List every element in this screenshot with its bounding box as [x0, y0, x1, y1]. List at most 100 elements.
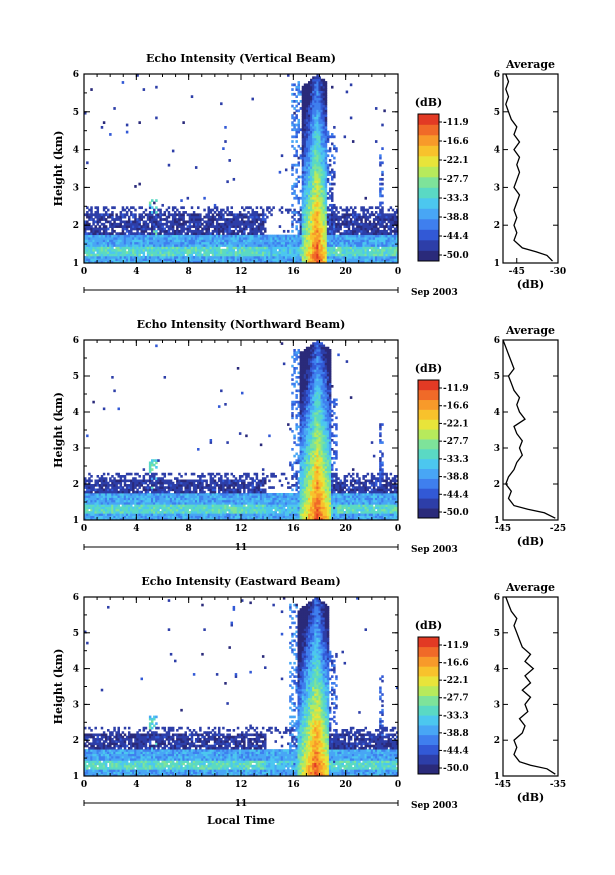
- colorbar-swatch: [418, 419, 439, 430]
- profile-x-tick-label: -35: [550, 780, 566, 790]
- colorbar-tick-label: -11.9: [443, 118, 469, 128]
- x-tick-label: 0: [395, 524, 401, 534]
- profile-line: [505, 73, 553, 262]
- profile-y-tick-label: 4: [494, 665, 500, 675]
- y-tick-label: 4: [73, 146, 79, 156]
- x-tick-label: 20: [339, 780, 352, 790]
- y-tick-label: 3: [73, 444, 79, 454]
- colorbar-tick-label: -16.6: [443, 402, 469, 412]
- y-tick-label: 3: [73, 183, 79, 193]
- profile-x-tick-label: -45: [495, 780, 511, 790]
- profile-x-label: (dB): [517, 278, 544, 291]
- y-axis-label: Height (km): [52, 392, 65, 468]
- profile-x-label: (dB): [517, 535, 544, 548]
- colorbar-tick-label: -50.0: [443, 508, 469, 518]
- heatmap: [84, 340, 399, 521]
- profile-y-tick-label: 5: [494, 108, 500, 118]
- average-profile: Average 1 2 3 4 5 6 -45 -30 (dB): [494, 58, 566, 291]
- x-tick-label: 12: [235, 780, 248, 790]
- x-tick-label: 4: [133, 524, 139, 534]
- colorbar-tick-label: -16.6: [443, 137, 469, 147]
- colorbar-swatch: [418, 508, 439, 519]
- panel-title: Echo Intensity (Vertical Beam): [146, 52, 336, 65]
- date-month-label: Sep 2003: [411, 545, 458, 555]
- colorbar-swatch: [418, 488, 439, 499]
- colorbar-swatch: [418, 676, 439, 687]
- colorbar-swatch: [418, 646, 439, 657]
- panel-2: Echo Intensity (Eastward Beam)0 4 8 12 16 20 0…: [52, 575, 566, 827]
- colorbar-tick-label: -38.8: [443, 473, 469, 483]
- colorbar-swatch: [418, 666, 439, 677]
- colorbar-unit: (dB): [415, 619, 442, 632]
- colorbar-tick-label: -27.7: [443, 694, 469, 704]
- colorbar-swatch: [418, 458, 439, 470]
- date-month-label: Sep 2003: [411, 801, 458, 811]
- colorbar-tick-label: -44.4: [443, 232, 469, 242]
- colorbar-swatch: [418, 637, 439, 648]
- colorbar-swatch: [418, 705, 439, 716]
- date-day-label: 11: [235, 543, 248, 553]
- x-tick-label: 4: [133, 780, 139, 790]
- colorbar-swatch: [418, 124, 439, 136]
- y-tick-label: 4: [73, 408, 79, 418]
- colorbar-unit: (dB): [415, 362, 442, 375]
- profile-x-tick-label: -30: [550, 267, 566, 277]
- colorbar-swatch: [418, 409, 439, 420]
- colorbar-swatch: [418, 764, 439, 775]
- x-tick-label: 8: [186, 267, 192, 277]
- date-month-label: Sep 2003: [411, 288, 458, 298]
- profile-y-tick-label: 1: [494, 259, 500, 269]
- colorbar-tick-label: -33.3: [443, 455, 469, 465]
- profile-y-tick-label: 6: [494, 593, 500, 603]
- panel-0: Echo Intensity (Vertical Beam)0 4 8 12 16 20 0…: [52, 52, 566, 298]
- colorbar-swatch: [418, 156, 439, 167]
- profile-y-tick-label: 4: [494, 408, 500, 418]
- panel-title: Echo Intensity (Eastward Beam): [141, 575, 340, 588]
- y-tick-label: 5: [73, 108, 79, 118]
- y-tick-label: 6: [73, 70, 79, 80]
- profile-y-tick-label: 4: [494, 146, 500, 156]
- colorbar-tick-label: -16.6: [443, 659, 469, 669]
- colorbar-swatch: [418, 449, 439, 460]
- y-tick-label: 5: [73, 629, 79, 639]
- colorbar-swatch: [418, 135, 439, 146]
- colorbar-tick-label: -22.1: [443, 419, 469, 429]
- profile-y-tick-label: 3: [494, 183, 500, 193]
- profile-title: Average: [505, 58, 555, 71]
- profile-x-tick-label: -45: [495, 524, 511, 534]
- colorbar-swatch: [418, 219, 439, 230]
- y-tick-label: 3: [73, 700, 79, 710]
- colorbar-tick-label: -22.1: [443, 676, 469, 686]
- colorbar-tick-label: -11.9: [443, 384, 469, 394]
- colorbar-swatch: [418, 685, 439, 697]
- colorbar: (dB)-11.9 -16.6 -22.1 -27.7 -33.3 -38.8 -44.4 -…: [415, 619, 469, 775]
- colorbar-swatch: [418, 166, 439, 178]
- profile-y-tick-label: 2: [494, 736, 500, 746]
- profile-y-tick-label: 5: [494, 629, 500, 639]
- x-tick-label: 0: [81, 780, 87, 790]
- colorbar-swatch: [418, 389, 439, 401]
- colorbar-swatch: [418, 198, 439, 209]
- profile-y-tick-label: 1: [494, 516, 500, 526]
- colorbar-swatch: [418, 177, 439, 188]
- date-day-label: 11: [235, 286, 248, 296]
- colorbar-swatch: [418, 114, 439, 125]
- colorbar-tick-label: -22.1: [443, 156, 469, 166]
- profile-y-tick-label: 3: [494, 444, 500, 454]
- x-tick-label: 20: [339, 267, 352, 277]
- profile-y-tick-label: 2: [494, 221, 500, 231]
- colorbar-swatch: [418, 240, 439, 251]
- x-tick-label: 8: [186, 780, 192, 790]
- colorbar-tick-label: -38.8: [443, 213, 469, 223]
- date-day-label: 11: [235, 799, 248, 809]
- y-tick-label: 2: [73, 221, 79, 231]
- x-tick-label: 8: [186, 524, 192, 534]
- profile-title: Average: [505, 324, 555, 337]
- profile-y-tick-label: 6: [494, 70, 500, 80]
- x-tick-label: 0: [81, 524, 87, 534]
- x-tick-label: 16: [287, 780, 300, 790]
- y-tick-label: 6: [73, 593, 79, 603]
- colorbar-tick-label: -27.7: [443, 175, 469, 185]
- colorbar-swatch: [418, 478, 439, 489]
- profile-line: [505, 596, 556, 775]
